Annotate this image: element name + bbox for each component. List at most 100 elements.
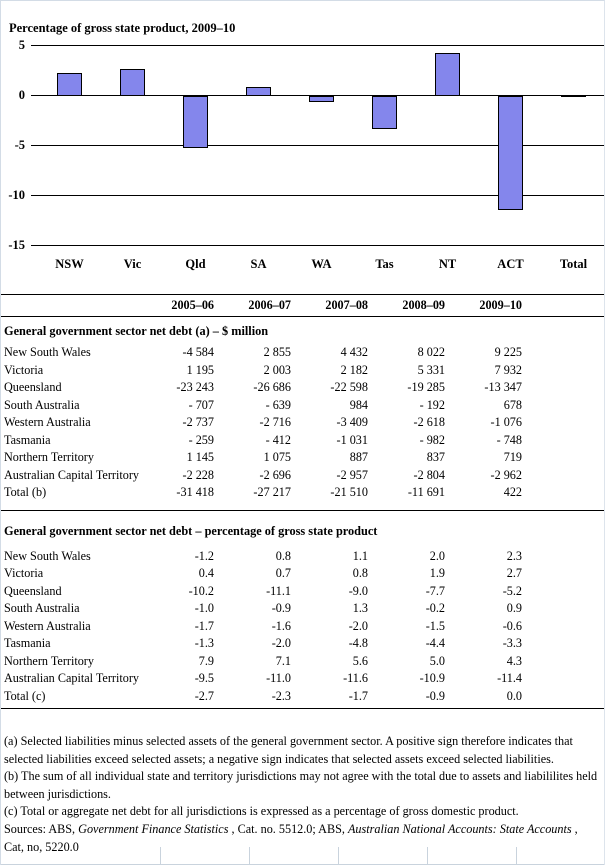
gridline — [31, 195, 604, 196]
table-row: Victoria 0.4 0.7 0.8 1.9 2.7 — [1, 565, 604, 583]
table-cell: 2.3 — [506, 548, 522, 563]
col-header-2009-10: 2009–10 — [479, 298, 522, 312]
col-header-2008-09: 2008–09 — [402, 298, 445, 312]
table-cell: 4.3 — [506, 653, 522, 668]
x-label-wa: WA — [311, 257, 332, 271]
table-cell: 2.7 — [506, 566, 522, 580]
table-cell: 2 182 — [340, 362, 368, 377]
table-cell: -0.9 — [425, 688, 445, 703]
y-tick-label: -10 — [8, 188, 25, 202]
table-cell: -1 076 — [490, 415, 522, 429]
row-label: Victoria — [4, 362, 44, 377]
row-label: Western Australia — [4, 415, 91, 429]
row-spacer — [524, 484, 604, 502]
table-row: Australian Capital Territory -2 228 -2 696… — [1, 467, 604, 485]
table-row: Australian Capital Territory -9.5 -11.0 -11… — [1, 670, 604, 688]
table-cell: -4.4 — [425, 636, 445, 650]
row-label: Total (b) — [4, 485, 47, 499]
table-cell: 0.4 — [198, 566, 214, 580]
table-row: New South Wales -4 584 2 855 4 432 8 022 9 22… — [1, 344, 604, 362]
table-cell: 1.1 — [352, 548, 368, 563]
table-cell: -5.2 — [502, 583, 522, 598]
sources-title-1: Government Finance Statistics — [78, 821, 229, 836]
spreadsheet-cell — [249, 847, 338, 864]
row-spacer — [524, 618, 604, 636]
row-spacer — [524, 432, 604, 450]
row-spacer — [524, 379, 604, 397]
sources-suffix: , Cat, no, 5220.0 — [4, 821, 578, 854]
table-cell: 2 855 — [263, 345, 291, 359]
table-cell: -2.0 — [348, 618, 368, 633]
table-cell: 9 225 — [494, 345, 522, 359]
table-cell: -1.7 — [194, 618, 214, 633]
row-label: Western Australia — [4, 618, 91, 633]
row-label: Australian Capital Territory — [4, 467, 139, 482]
table-cell: 719 — [503, 450, 522, 464]
table-cell: 0.7 — [275, 566, 291, 580]
row-spacer — [524, 397, 604, 415]
row-spacer — [524, 565, 604, 583]
table-cell: 5 331 — [417, 362, 445, 377]
table-cell: 1.9 — [429, 566, 445, 580]
table-cell: -2 618 — [413, 415, 445, 429]
table-cell: -1.2 — [194, 548, 214, 563]
col-header-2007-08: 2007–08 — [325, 298, 368, 312]
bar-nsw — [57, 72, 82, 96]
row-spacer — [524, 583, 604, 601]
spreadsheet-cell — [516, 847, 604, 864]
footnotes: (a) Selected liabilities minus selected … — [1, 709, 604, 856]
table-cell: -1.0 — [194, 601, 214, 615]
table-cell: -9.5 — [194, 671, 214, 685]
section-net-debt-percent: General government sector net debt – per… — [1, 511, 604, 709]
row-label: Northern Territory — [4, 450, 94, 464]
x-label-nsw: NSW — [55, 257, 84, 271]
row-label: Queensland — [4, 583, 62, 598]
table-cell: -21 510 — [330, 485, 368, 499]
table-cell: 2 003 — [263, 362, 291, 377]
table-cell: -23 243 — [176, 380, 214, 394]
x-label-tas: Tas — [375, 257, 394, 271]
table-cell: -1 031 — [336, 432, 368, 447]
table-cell: - 982 — [419, 432, 445, 447]
table-cell: -1.5 — [425, 618, 445, 633]
table-cell: 422 — [503, 485, 522, 499]
row-label: South Australia — [4, 601, 80, 615]
table-cell: -1.6 — [271, 618, 291, 633]
table-row: Northern Territory 1 145 1 075 887 837 719 — [1, 449, 604, 467]
table-cell: -27 217 — [253, 485, 291, 499]
gridline — [31, 245, 604, 246]
section-net-debt-millions: General government sector net debt (a) –… — [1, 317, 604, 511]
table-row: Western Australia -2 737 -2 716 -3 409 -2 61… — [1, 414, 604, 432]
table-cell: -2.3 — [271, 688, 291, 703]
table-row: South Australia -1.0 -0.9 1.3 -0.2 0.9 — [1, 600, 604, 618]
table-cell: - 259 — [188, 432, 214, 447]
table-cell: -3.3 — [502, 636, 522, 650]
table-cell: -2 696 — [259, 467, 291, 482]
row-spacer — [524, 670, 604, 688]
table-cell: -9.0 — [348, 583, 368, 598]
table-row: New South Wales -1.2 0.8 1.1 2.0 2.3 — [1, 548, 604, 566]
table-cell: -11.4 — [497, 671, 522, 685]
bar-vic — [120, 68, 145, 96]
y-tick-label: -15 — [8, 238, 25, 252]
table-cell: 984 — [349, 397, 368, 412]
table-row: Western Australia -1.7 -1.6 -2.0 -1.5 -0.6 — [1, 618, 604, 636]
table-cell: -2.0 — [271, 636, 291, 650]
footnote-b: (b) The sum of all individual state and … — [4, 769, 598, 801]
row-spacer — [524, 548, 604, 566]
row-label: New South Wales — [4, 345, 91, 359]
section-title: General government sector net debt (a) –… — [4, 324, 269, 338]
table-row: Total (c) -2.7 -2.3 -1.7 -0.9 0.0 — [1, 688, 604, 706]
row-spacer — [524, 688, 604, 706]
table-cell: 1 075 — [263, 450, 291, 464]
data-table: New South Wales -4 584 2 855 4 432 8 022 9 22… — [1, 344, 604, 502]
row-label: Northern Territory — [4, 653, 94, 668]
sources-title-2: Australian National Accounts: State Acco… — [347, 821, 572, 836]
row-spacer — [524, 344, 604, 362]
bar-act — [498, 95, 523, 210]
table-row: Northern Territory 7.9 7.1 5.6 5.0 4.3 — [1, 653, 604, 671]
table-cell: -11 691 — [407, 485, 445, 499]
sources-line: Sources: ABS, Government Finance Statist… — [4, 821, 598, 856]
table-cell: -31 418 — [176, 485, 214, 499]
